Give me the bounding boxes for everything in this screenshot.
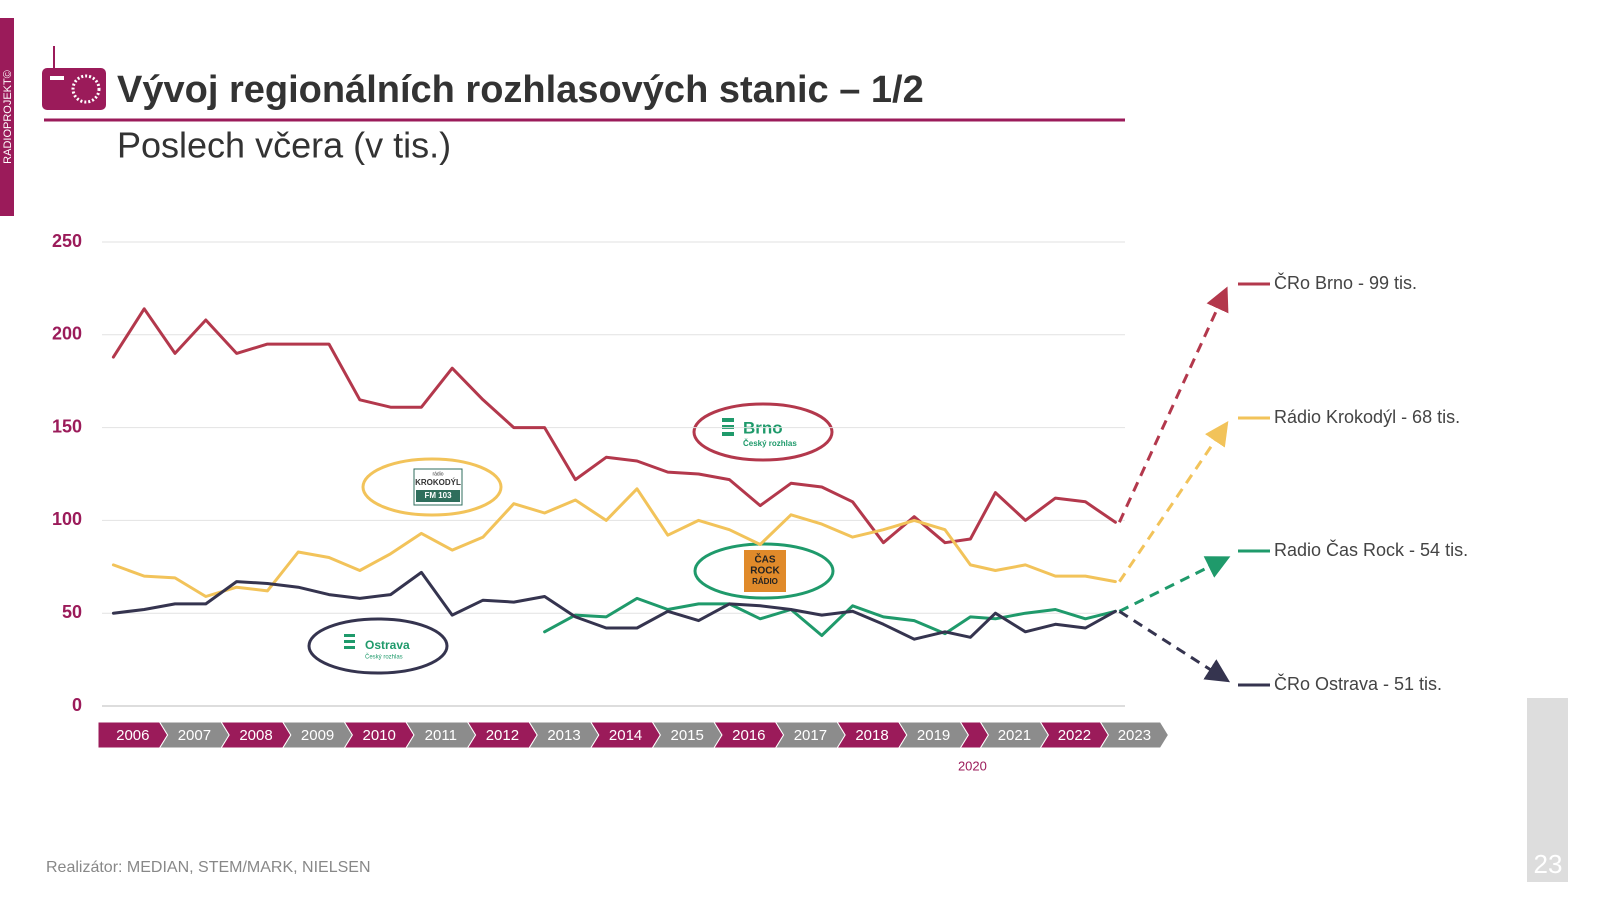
- legend-label: ČRo Ostrava - 51 tis.: [1274, 673, 1442, 694]
- logo-text: ROCK: [750, 566, 780, 577]
- logo-mark: [344, 634, 355, 637]
- page-tab: [1527, 698, 1568, 882]
- logo-oval: [307, 617, 449, 675]
- logo-text: FM 103: [424, 491, 452, 500]
- logo-mark: [722, 418, 734, 422]
- logo-ostrava: Ostrava Český rozhlas: [307, 617, 449, 675]
- logo-mark: [722, 425, 734, 429]
- page-number: 23: [1534, 849, 1563, 879]
- legend-label: ČRo Brno - 99 tis.: [1274, 272, 1417, 293]
- series-line: [111, 487, 1117, 598]
- logo-band: [416, 490, 460, 502]
- projection-arrow: [1118, 421, 1229, 583]
- radio-dial: [50, 76, 64, 80]
- brand: RADIOPROJEKT©: [2, 70, 14, 164]
- logo-mark: [344, 640, 355, 643]
- x-tick-label: 2006: [116, 727, 149, 744]
- x-tick-label: 2016: [732, 727, 765, 744]
- x-tick-label: 2014: [609, 727, 642, 744]
- y-tick-label: 50: [62, 602, 82, 622]
- logo-box: [744, 550, 786, 592]
- logo-casrock: ČAS ROCK RÁDIO: [693, 542, 835, 600]
- chart-title: Vývoj regionálních rozhlasových stanic –…: [117, 69, 924, 111]
- y-tick-label: 100: [52, 509, 82, 529]
- logo-oval: [692, 402, 834, 462]
- x-tick-label: 2008: [239, 727, 272, 744]
- x-tick-label: 2018: [855, 727, 888, 744]
- y-tick-label: 200: [52, 324, 82, 344]
- chart-subtitle: Poslech včera (v tis.): [117, 125, 451, 166]
- logo-brno: Brno Český rozhlas: [692, 402, 834, 462]
- logo-text: KROKODÝL: [415, 478, 461, 487]
- brand-bar: [0, 18, 14, 216]
- logo-mark: [722, 432, 734, 436]
- logo-text: RÁDIO: [752, 577, 778, 586]
- series-line: [111, 307, 1117, 545]
- x-tick-label: 2011: [425, 727, 457, 744]
- x-tick-label: 2017: [794, 727, 827, 744]
- projection-arrow: [1118, 286, 1229, 523]
- logo-mark: [344, 646, 355, 649]
- timeline-band: [1099, 721, 1169, 749]
- x-tick-label: 2012: [486, 727, 519, 744]
- x-tick-label: 2020: [958, 758, 987, 773]
- x-tick-label: 2022: [1058, 727, 1091, 744]
- logo-oval: [361, 457, 503, 517]
- projection-arrow: [1118, 556, 1231, 613]
- y-tick-label: 0: [72, 695, 82, 715]
- logo-oval: [693, 542, 835, 600]
- x-tick-label: 2015: [671, 727, 704, 744]
- logo-text: rádio: [432, 471, 443, 477]
- radio-speaker: [71, 74, 101, 104]
- series-line: [543, 596, 1117, 637]
- legend-label: Radio Čas Rock - 54 tis.: [1274, 539, 1468, 560]
- footer: Realizátor: MEDIAN, STEM/MARK, NIELSEN: [46, 859, 371, 876]
- x-tick-label: 2019: [917, 727, 950, 744]
- x-tick-label: 2023: [1118, 727, 1151, 744]
- logo-text: ČAS: [754, 553, 775, 566]
- y-tick-label: 250: [52, 231, 82, 251]
- x-tick-label: 2010: [363, 727, 396, 744]
- logo-text: Český rozhlas: [365, 654, 403, 661]
- y-tick-label: 150: [52, 416, 82, 436]
- x-tick-label: 2009: [301, 727, 334, 744]
- x-tick-label: 2007: [178, 727, 211, 744]
- series-line: [111, 570, 1117, 641]
- logo-text: Ostrava: [365, 638, 410, 652]
- x-tick-label: 2013: [547, 727, 580, 744]
- legend-label: Rádio Krokodýl - 68 tis.: [1274, 407, 1460, 427]
- x-tick-label: 2021: [998, 727, 1031, 744]
- logo-text: Český rozhlas: [743, 439, 797, 448]
- logo-krokodyl: rádio KROKODÝL FM 103: [361, 457, 503, 517]
- projection-arrow: [1118, 610, 1231, 683]
